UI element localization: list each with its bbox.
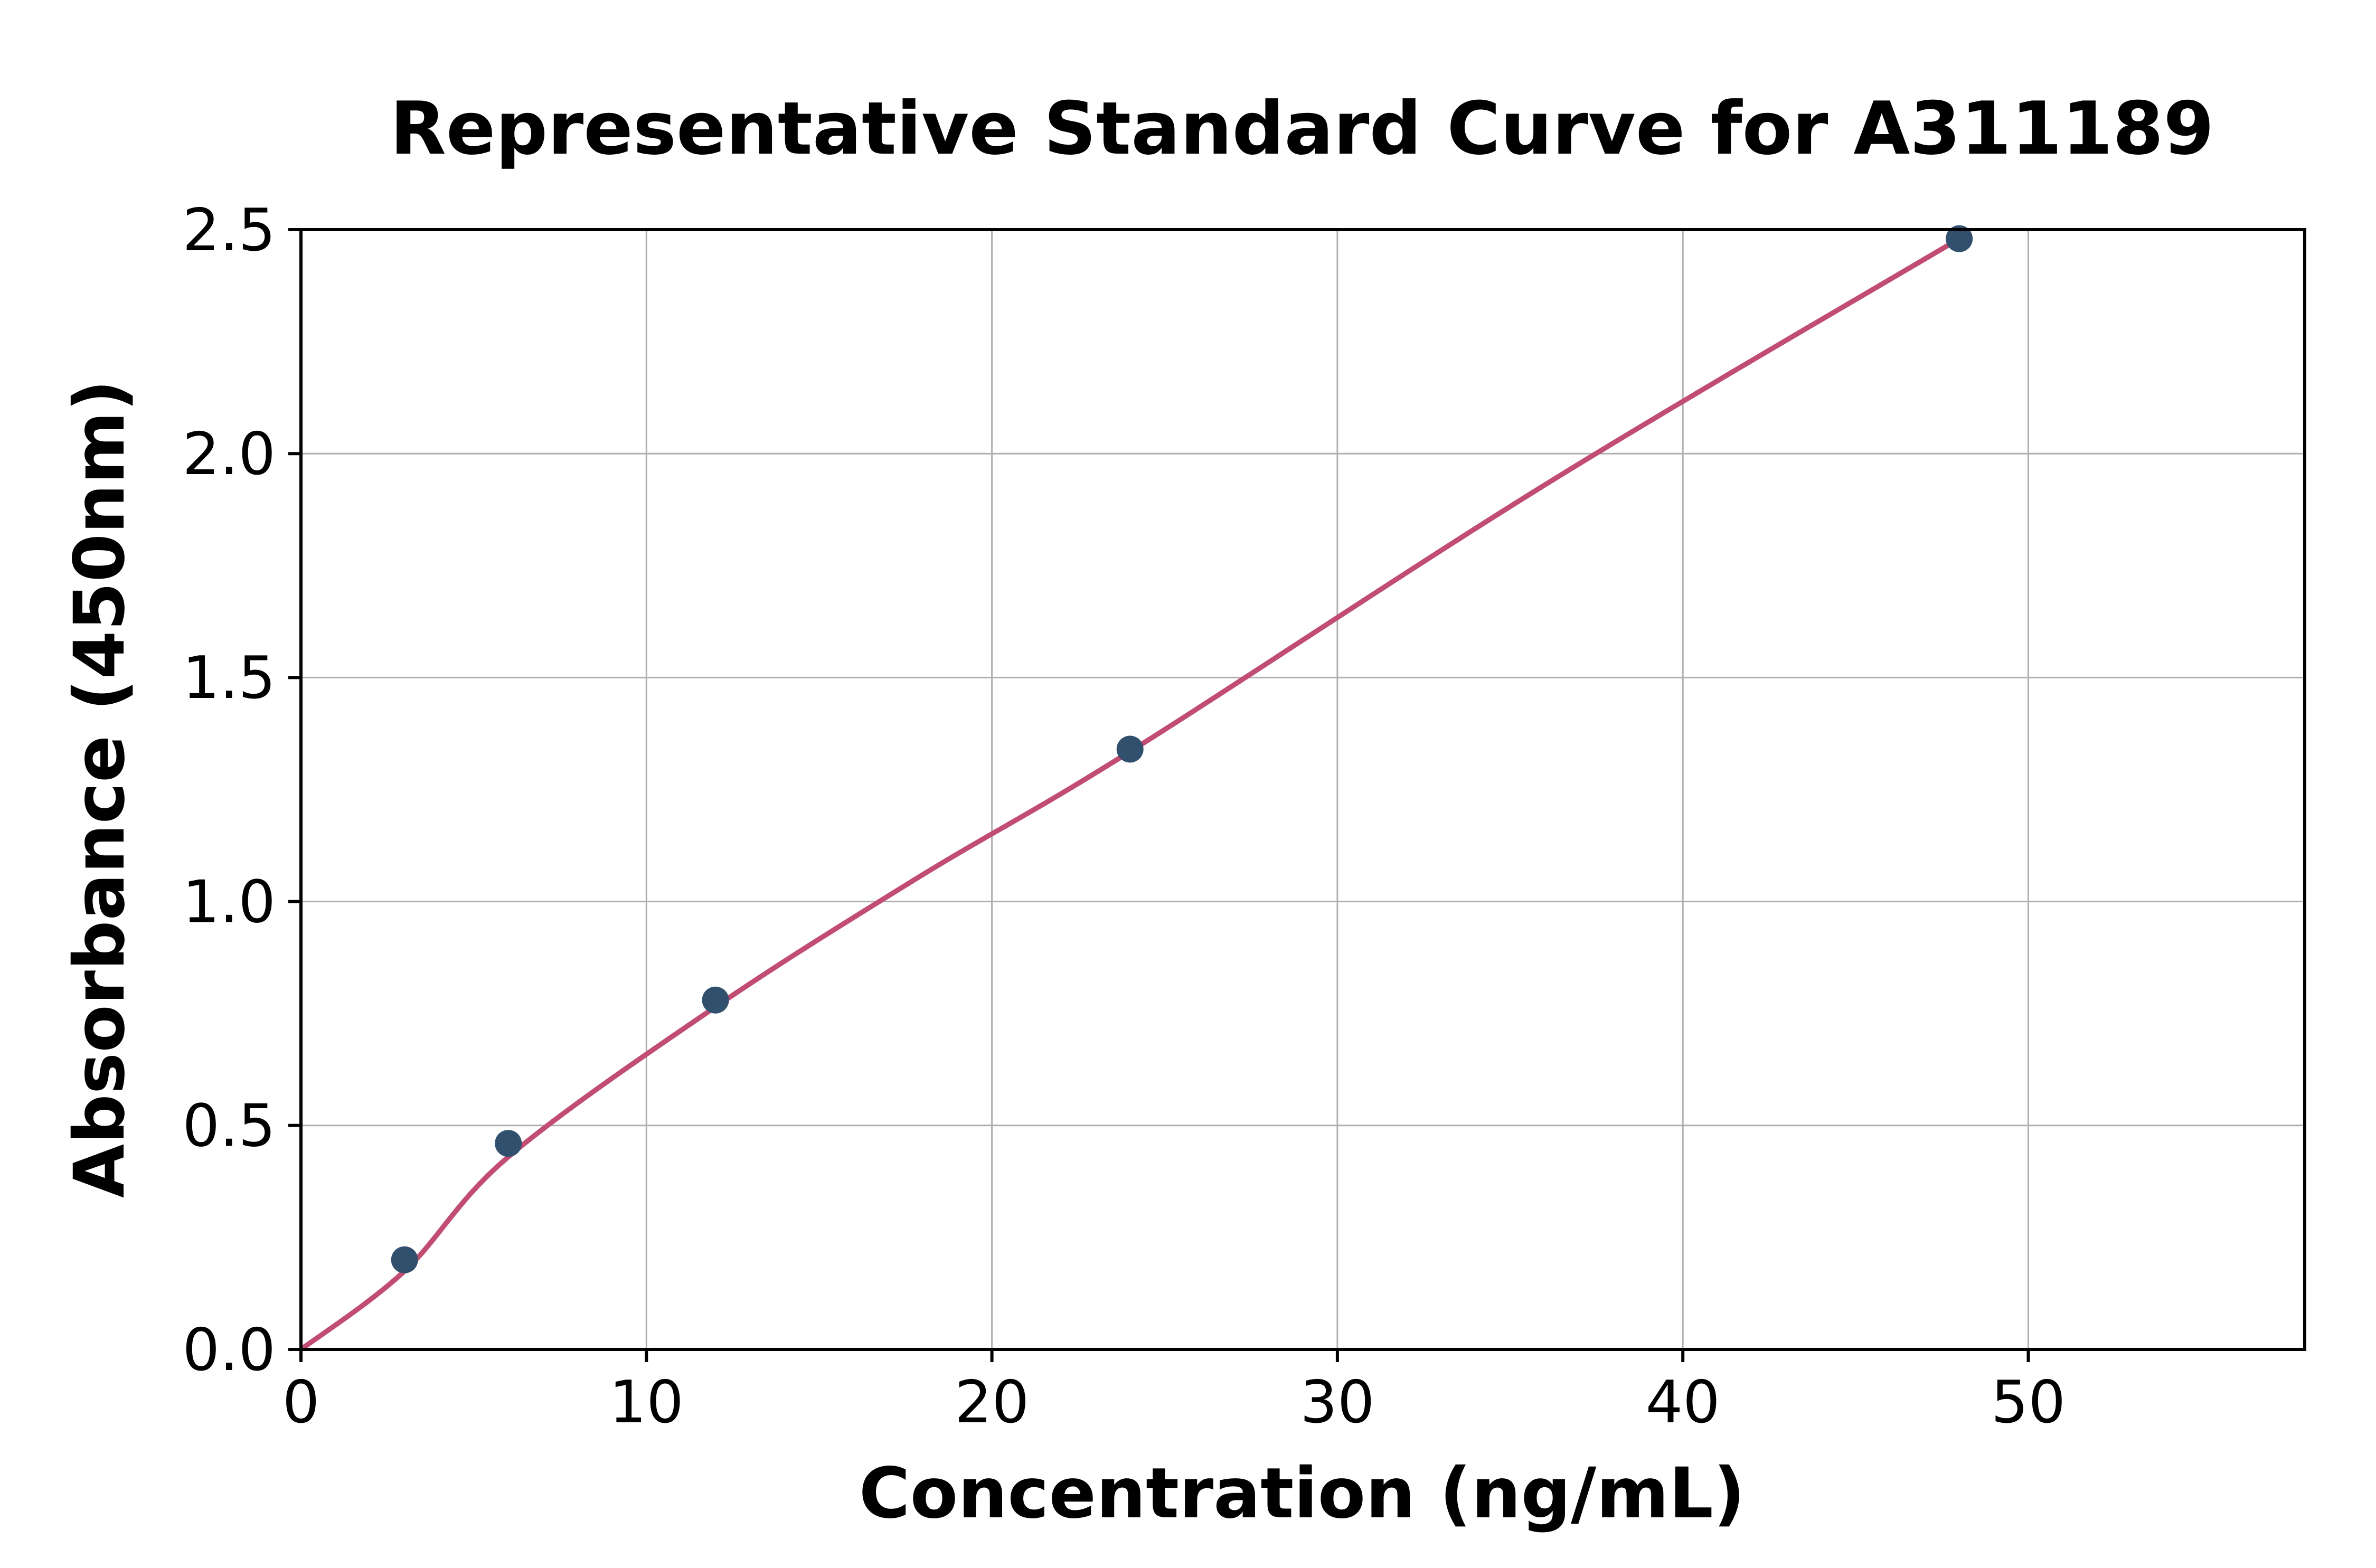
data-point xyxy=(495,1130,522,1157)
data-point xyxy=(391,1246,418,1273)
fit-curve-line xyxy=(299,236,1961,1352)
axis-ticks: 0 10 20 30 40 50 0.0 0.5 1.0 1.5 2.0 2.5 xyxy=(182,196,2066,1437)
data-point xyxy=(1946,225,1973,252)
y-tick-label: 0.5 xyxy=(182,1092,276,1160)
y-tick-label: 0.0 xyxy=(182,1316,276,1384)
y-tick-label: 2.5 xyxy=(182,196,276,265)
y-tick-label: 2.0 xyxy=(182,420,276,488)
data-point xyxy=(1116,735,1144,763)
y-tick-label: 1.0 xyxy=(182,868,276,936)
x-tick-label: 40 xyxy=(1646,1368,1720,1437)
x-tick-label: 20 xyxy=(955,1368,1029,1437)
x-tick-label: 10 xyxy=(609,1368,684,1437)
chart-title: Representative Standard Curve for A31118… xyxy=(390,86,2214,171)
plot-border xyxy=(299,228,2306,1351)
gridlines xyxy=(300,229,2305,1350)
x-tick-label: 50 xyxy=(1991,1368,2066,1437)
data-point xyxy=(702,986,729,1014)
scatter-points xyxy=(391,225,1973,1273)
y-tick-label: 1.5 xyxy=(182,644,276,712)
y-axis-label: Absorbance (450nm) xyxy=(59,380,140,1198)
x-axis-label: Concentration (ng/mL) xyxy=(859,1453,1746,1534)
x-tick-label: 0 xyxy=(282,1368,320,1437)
x-tick-label: 30 xyxy=(1300,1368,1374,1437)
